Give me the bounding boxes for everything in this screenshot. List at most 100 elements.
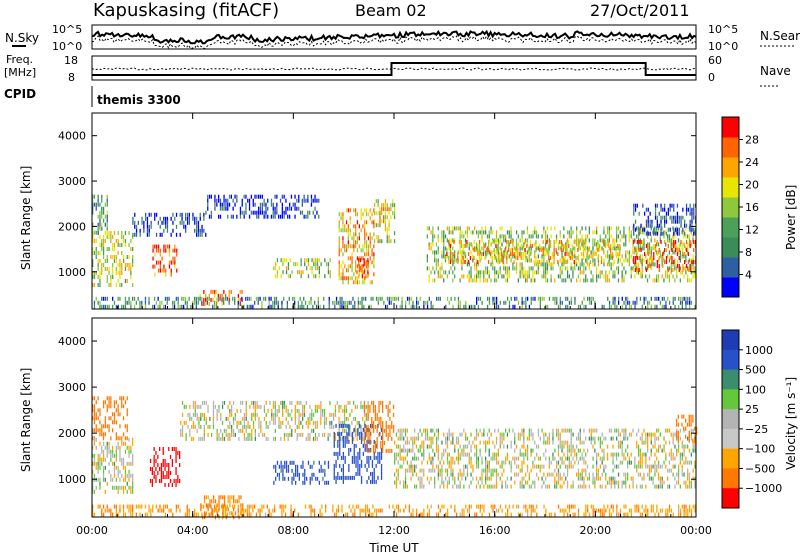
heatmap-cell — [450, 472, 452, 477]
heatmap-cell — [108, 449, 110, 454]
heatmap-cell — [365, 412, 367, 417]
heatmap-cell — [495, 234, 498, 239]
heatmap-cell — [561, 266, 563, 271]
nsearch-tick-bottom: 10^0 — [708, 40, 738, 53]
heatmap-cell — [614, 480, 616, 485]
heatmap-cell — [356, 420, 358, 425]
heatmap-cell — [494, 452, 496, 457]
heatmap-cell — [674, 304, 676, 309]
heatmap-cell — [606, 226, 609, 231]
heatmap-cell — [106, 259, 108, 263]
heatmap-cell — [294, 404, 296, 409]
heatmap-cell — [318, 468, 320, 473]
heatmap-cell — [95, 239, 97, 243]
heatmap-cell — [454, 476, 456, 481]
heatmap-cell — [99, 222, 101, 227]
heatmap-cell — [344, 224, 346, 229]
heatmap-cell — [260, 404, 262, 409]
heatmap-cell — [646, 266, 649, 271]
heatmap-cell — [556, 484, 558, 489]
heatmap-cell — [552, 452, 554, 457]
heatmap-cell — [106, 198, 108, 203]
heatmap-cell — [354, 304, 356, 309]
heatmap-cell — [225, 507, 227, 512]
heatmap-cell — [364, 463, 366, 468]
heatmap-cell — [215, 289, 218, 294]
heatmap-cell — [679, 242, 681, 247]
heatmap-cell — [349, 400, 351, 405]
heatmap-cell — [384, 219, 387, 224]
heatmap-cell — [633, 260, 635, 264]
heatmap-cell — [385, 424, 387, 429]
heatmap-cell — [278, 472, 280, 477]
heatmap-cell — [636, 440, 638, 445]
heatmap-cell — [581, 262, 583, 267]
heatmap-cell — [537, 260, 539, 264]
heatmap-cell — [419, 476, 421, 481]
heatmap-cell — [177, 475, 179, 479]
heatmap-cell — [682, 227, 684, 232]
heatmap-cell — [557, 242, 560, 247]
heatmap-cell — [401, 300, 403, 305]
heatmap-cell — [597, 476, 600, 481]
heatmap-cell — [329, 400, 331, 405]
heatmap-cell — [466, 244, 468, 248]
heatmap-cell — [309, 420, 311, 425]
heatmap-cell — [583, 304, 585, 309]
heatmap-cell — [333, 412, 335, 417]
heatmap-cell — [606, 480, 609, 485]
heatmap-cell — [448, 476, 450, 481]
heatmap-cell — [342, 439, 344, 444]
heatmap-cell — [439, 460, 441, 465]
heatmap-cell — [200, 436, 202, 441]
heatmap-cell — [113, 412, 116, 417]
heatmap-cell — [523, 444, 525, 449]
heatmap-cell — [92, 271, 94, 275]
heatmap-cell — [122, 432, 125, 437]
heatmap-cell — [278, 464, 280, 469]
heatmap-cell — [603, 242, 605, 247]
heatmap-cell — [616, 230, 618, 235]
heatmap-cell — [343, 300, 345, 305]
heatmap-cell — [647, 304, 649, 309]
heatmap-cell — [667, 270, 669, 275]
heatmap-cell — [263, 210, 265, 215]
heatmap-cell — [650, 250, 652, 255]
heatmap-cell — [599, 456, 601, 461]
heatmap-cell — [369, 256, 371, 261]
heatmap-cell — [198, 416, 200, 421]
heatmap-cell — [237, 300, 239, 305]
heatmap-cell — [97, 202, 99, 207]
heatmap-cell — [465, 300, 467, 305]
heatmap-cell — [312, 304, 314, 309]
heatmap-cell — [662, 252, 664, 256]
heatmap-cell — [528, 432, 530, 437]
heatmap-cell — [369, 208, 371, 213]
heatmap-cell — [201, 436, 204, 441]
heatmap-cell — [548, 464, 550, 469]
heatmap-cell — [523, 266, 525, 271]
heatmap-cell — [485, 444, 487, 449]
heatmap-cell — [463, 304, 465, 309]
heatmap-cell — [466, 464, 469, 469]
heatmap-cell — [338, 224, 340, 229]
heatmap-cell — [412, 464, 414, 469]
heatmap-cell — [97, 396, 99, 401]
heatmap-cell — [421, 444, 423, 449]
heatmap-cell — [582, 240, 584, 244]
heatmap-cell — [541, 274, 543, 279]
heatmap-cell — [537, 444, 540, 449]
heatmap-cell — [646, 234, 649, 239]
heatmap-cell — [634, 264, 637, 268]
heatmap-cell — [250, 194, 252, 199]
heatmap-cell — [373, 479, 375, 484]
heatmap-cell — [625, 428, 627, 433]
heatmap-cell — [477, 480, 479, 485]
heatmap-cell — [614, 464, 616, 469]
heatmap-cell — [605, 484, 607, 489]
heatmap-cell — [92, 469, 94, 474]
heatmap-cell — [555, 234, 558, 239]
heatmap-cell — [448, 260, 450, 264]
heatmap-cell — [192, 424, 195, 429]
heatmap-cell — [248, 202, 251, 207]
